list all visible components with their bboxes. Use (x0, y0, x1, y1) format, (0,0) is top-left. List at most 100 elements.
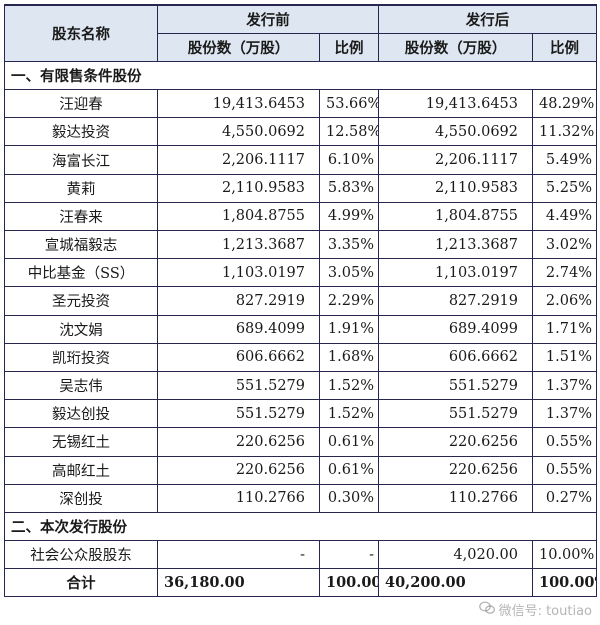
before-shares-cell: 220.6256 (157, 427, 320, 457)
header-row-columns: 股份数（万股） 比例 股份数（万股） 比例 (5, 32, 597, 62)
table-row: 社会公众股股东 - -4,020.00 10.00% (4, 540, 597, 570)
after-shares-cell: 689.4099 (378, 314, 533, 344)
before-shares-cell: 19,413.6453 (157, 89, 320, 119)
before-ratio-cell: 5.83% (319, 173, 379, 203)
before-shares-cell: - (157, 540, 320, 570)
table-row: 深创投 110.2766 0.30% 110.2766 0.27% (4, 483, 597, 513)
before-ratio-cell: 1.52% (319, 399, 379, 429)
before-ratio-cell: - (319, 540, 379, 570)
shareholder-name-cell: 毅达投资 (4, 117, 158, 147)
before-ratio-cell: 0.30% (319, 483, 379, 513)
shareholder-name-cell: 海富长江 (4, 145, 158, 175)
table-row: 毅达创投 551.5279 1.52% 551.5279 1.37% (4, 399, 597, 429)
header-row-groups: 股东名称 发行前 发行后 (4, 3, 597, 62)
column-header-before-shares: 股份数（万股） (157, 32, 320, 62)
after-ratio-cell: 2.06% (532, 286, 597, 316)
after-shares-cell: 4,020.00 (378, 540, 533, 570)
watermark-text: 微信号: toutiao (498, 604, 592, 619)
table-row: 黄莉 2,110.9583 5.83% 2,110.9583 5.25% (4, 173, 597, 203)
after-ratio-cell: 1.37% (532, 370, 597, 401)
total-row: 合计 36,180.00 100.00% 40,200.00 100.00% (4, 568, 597, 598)
table-row: 汪春来 1,804.8755 4.99% 1,804.8755 4.49% (4, 201, 597, 232)
after-shares-cell: 220.6256 (378, 427, 533, 457)
shareholder-name-cell: 毅达创投 (4, 399, 158, 429)
after-ratio-cell: 10.00% (532, 540, 597, 570)
after-ratio-cell: 1.51% (532, 342, 597, 372)
table-row: 中比基金（SS） 1,103.0197 3.05% 1,103.0197 2.74% (4, 258, 597, 288)
total-before-ratio: 100.00% (319, 568, 379, 598)
after-ratio-cell: 0.27% (532, 483, 597, 513)
after-shares-cell: 2,110.9583 (378, 173, 533, 203)
table-row: 凯珩投资 606.6662 1.68% 606.6662 1.51% (4, 342, 597, 372)
shareholder-table-container: 股东名称 发行前 发行后 股份数（万股） 比例 股份数（万股） 比例 一、有限售… (4, 3, 597, 598)
after-shares-cell: 1,804.8755 (378, 201, 533, 232)
total-label: 合计 (4, 568, 158, 598)
after-ratio-cell: 1.71% (532, 314, 597, 344)
column-group-after: 发行后 (378, 3, 597, 34)
after-shares-cell: 110.2766 (378, 483, 533, 513)
table-row: 沈文娟 689.4099 1.91% 689.4099 1.71% (4, 314, 597, 344)
before-shares-cell: 606.6662 (157, 342, 320, 372)
after-shares-cell: 1,213.3687 (378, 229, 533, 260)
column-header-after-ratio: 比例 (532, 32, 597, 62)
after-shares-cell: 4,550.0692 (378, 117, 533, 147)
after-shares-cell: 19,413.6453 (378, 89, 533, 119)
after-ratio-cell: 3.02% (532, 229, 597, 260)
column-header-name: 股东名称 (4, 3, 158, 62)
before-ratio-cell: 1.52% (319, 370, 379, 401)
shareholder-name-cell: 吴志伟 (4, 370, 158, 401)
before-ratio-cell: 12.58% (319, 117, 379, 147)
before-shares-cell: 4,550.0692 (157, 117, 320, 147)
before-ratio-cell: 3.05% (319, 258, 379, 288)
after-shares-cell: 551.5279 (378, 370, 533, 401)
table-row: 吴志伟 551.5279 1.52% 551.5279 1.37% (4, 370, 597, 401)
before-shares-cell: 110.2766 (157, 483, 320, 513)
after-shares-cell: 827.2919 (378, 286, 533, 316)
after-shares-cell: 1,103.0197 (378, 258, 533, 288)
after-ratio-cell: 2.74% (532, 258, 597, 288)
wechat-icon (478, 601, 495, 619)
shareholder-name-cell: 宣城福毅志 (4, 229, 158, 260)
table-row: 无锡红土 220.6256 0.61% 220.6256 0.55% (4, 427, 597, 457)
after-ratio-cell: 5.49% (532, 145, 597, 175)
shareholder-name-cell: 高邮红土 (4, 455, 158, 485)
before-shares-cell: 1,213.3687 (157, 229, 320, 260)
before-shares-cell: 2,110.9583 (157, 173, 320, 203)
before-ratio-cell: 4.99% (319, 201, 379, 232)
after-shares-cell: 2,206.1117 (378, 145, 533, 175)
shareholder-name-cell: 无锡红土 (4, 427, 158, 457)
section-title: 二、本次发行股份 (4, 511, 597, 542)
shareholder-name-cell: 沈文娟 (4, 314, 158, 344)
shareholder-name-cell: 汪春来 (4, 201, 158, 232)
before-ratio-cell: 1.68% (319, 342, 379, 372)
shareholder-name-cell: 圣元投资 (4, 286, 158, 316)
before-shares-cell: 827.2919 (157, 286, 320, 316)
before-shares-cell: 2,206.1117 (157, 145, 320, 175)
shareholder-name-cell: 汪迎春 (4, 89, 158, 119)
column-group-before: 发行前 (157, 3, 379, 34)
before-ratio-cell: 2.29% (319, 286, 379, 316)
total-after-shares: 40,200.00 (378, 568, 533, 598)
shareholder-name-cell: 黄莉 (4, 173, 158, 203)
column-header-before-ratio: 比例 (319, 32, 379, 62)
before-ratio-cell: 6.10% (319, 145, 379, 175)
before-shares-cell: 1,804.8755 (157, 201, 320, 232)
before-shares-cell: 551.5279 (157, 370, 320, 401)
table-row: 宣城福毅志 1,213.3687 3.35% 1,213.3687 3.02% (4, 229, 597, 260)
table-row: 圣元投资 827.2919 2.29% 827.2919 2.06% (4, 286, 597, 316)
section-title: 一、有限售条件股份 (4, 60, 597, 91)
before-shares-cell: 551.5279 (157, 399, 320, 429)
table-row: 海富长江 2,206.1117 6.10% 2,206.1117 5.49% (4, 145, 597, 175)
shareholder-name-cell: 中比基金（SS） (4, 258, 158, 288)
after-ratio-cell: 11.32% (532, 117, 597, 147)
column-header-after-shares: 股份数（万股） (378, 32, 533, 62)
total-after-ratio: 100.00% (532, 568, 597, 598)
after-shares-cell: 551.5279 (378, 399, 533, 429)
table-row: 毅达投资 4,550.0692 12.58% 4,550.0692 11.32% (4, 117, 597, 147)
total-before-shares: 36,180.00 (157, 568, 320, 598)
before-ratio-cell: 1.91% (319, 314, 379, 344)
shareholding-table: 股东名称 发行前 发行后 股份数（万股） 比例 股份数（万股） 比例 一、有限售… (4, 3, 597, 598)
before-shares-cell: 689.4099 (157, 314, 320, 344)
section-row: 二、本次发行股份 (4, 511, 597, 542)
before-ratio-cell: 53.66% (319, 89, 379, 119)
